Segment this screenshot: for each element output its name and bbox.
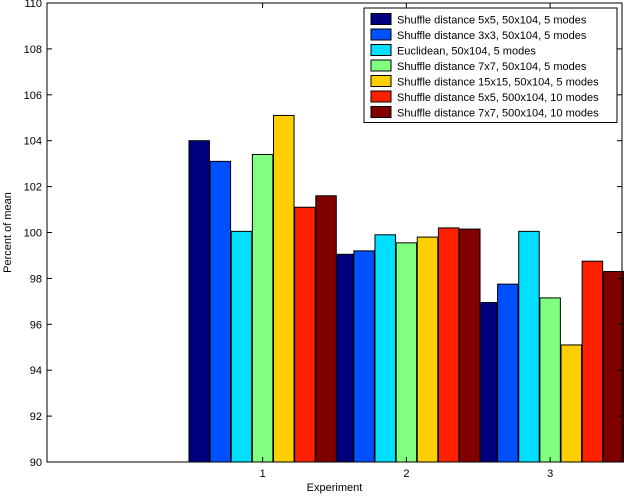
bar-series-6-exp-2 xyxy=(437,227,460,463)
y-tick-label: 92 xyxy=(30,411,42,423)
bar-series-4-exp-1 xyxy=(251,153,274,463)
bar-series-6-exp-1 xyxy=(294,206,316,463)
y-tick-label: 90 xyxy=(30,457,42,469)
y-tick-label: 106 xyxy=(24,90,42,102)
legend-swatch xyxy=(370,90,392,103)
legend-label: Shuffle distance 7x7, 500x104, 10 modes xyxy=(397,108,599,120)
bar-series-4-exp-3 xyxy=(539,297,561,463)
legend-swatch xyxy=(370,75,392,87)
bars-group xyxy=(188,114,624,463)
x-tick-label: 1 xyxy=(260,468,266,480)
bar-series-7-exp-1 xyxy=(315,195,337,463)
x-axis: 1 2 3 xyxy=(260,3,553,480)
legend-swatch xyxy=(370,28,392,41)
legend-label: Shuffle distance 15x15, 50x104, 5 modes xyxy=(397,77,599,89)
y-tick-label: 94 xyxy=(30,365,42,377)
x-tick-label: 2 xyxy=(403,468,409,480)
bar-series-1-exp-1 xyxy=(188,140,210,463)
legend-swatch xyxy=(370,106,392,118)
bar-series-4-exp-2 xyxy=(395,242,418,463)
y-tick-label: 110 xyxy=(24,0,42,10)
y-tick-label: 108 xyxy=(24,44,42,56)
legend-label: Shuffle distance 7x7, 50x104, 5 modes xyxy=(397,61,587,73)
bar-series-5-exp-1 xyxy=(273,114,295,463)
legend-box xyxy=(363,7,618,123)
y-tick-label: 104 xyxy=(24,136,42,148)
legend-label: Euclidean, 50x104, 5 modes xyxy=(397,46,536,58)
y-axis-label: Percent of mean xyxy=(2,192,14,273)
y-tick-label: 98 xyxy=(30,273,42,285)
bar-series-2-exp-3 xyxy=(497,283,519,463)
bar-series-7-exp-3 xyxy=(602,271,624,463)
legend: Shuffle distance 5x5, 50x104, 5 modes Shu… xyxy=(363,7,618,123)
legend-label: Shuffle distance 5x5, 50x104, 5 modes xyxy=(397,15,587,27)
legend-label: Shuffle distance 3x3, 50x104, 5 modes xyxy=(397,30,587,42)
bar-series-2-exp-2 xyxy=(353,250,375,463)
x-tick-label: 3 xyxy=(547,468,553,480)
bar-series-7-exp-2 xyxy=(459,228,481,463)
bar-series-5-exp-2 xyxy=(416,236,439,463)
legend-swatch xyxy=(370,13,392,25)
bar-series-3-exp-3 xyxy=(518,230,540,463)
y-axis: 90 92 94 96 98 100 102 104 106 108 110 xyxy=(24,0,622,469)
y-tick-label: 100 xyxy=(24,228,42,240)
bar-series-6-exp-3 xyxy=(581,260,604,463)
legend-swatch xyxy=(370,59,392,72)
legend-swatch xyxy=(370,44,392,56)
y-tick-label: 102 xyxy=(24,182,42,194)
bar-series-2-exp-1 xyxy=(209,160,232,463)
bar-series-5-exp-3 xyxy=(560,344,583,463)
bar-series-3-exp-1 xyxy=(230,230,253,463)
legend-label: Shuffle distance 5x5, 500x104, 10 modes xyxy=(397,92,599,104)
bar-series-3-exp-2 xyxy=(374,234,396,463)
x-axis-label: Experiment xyxy=(307,482,363,494)
y-tick-label: 96 xyxy=(30,319,42,331)
